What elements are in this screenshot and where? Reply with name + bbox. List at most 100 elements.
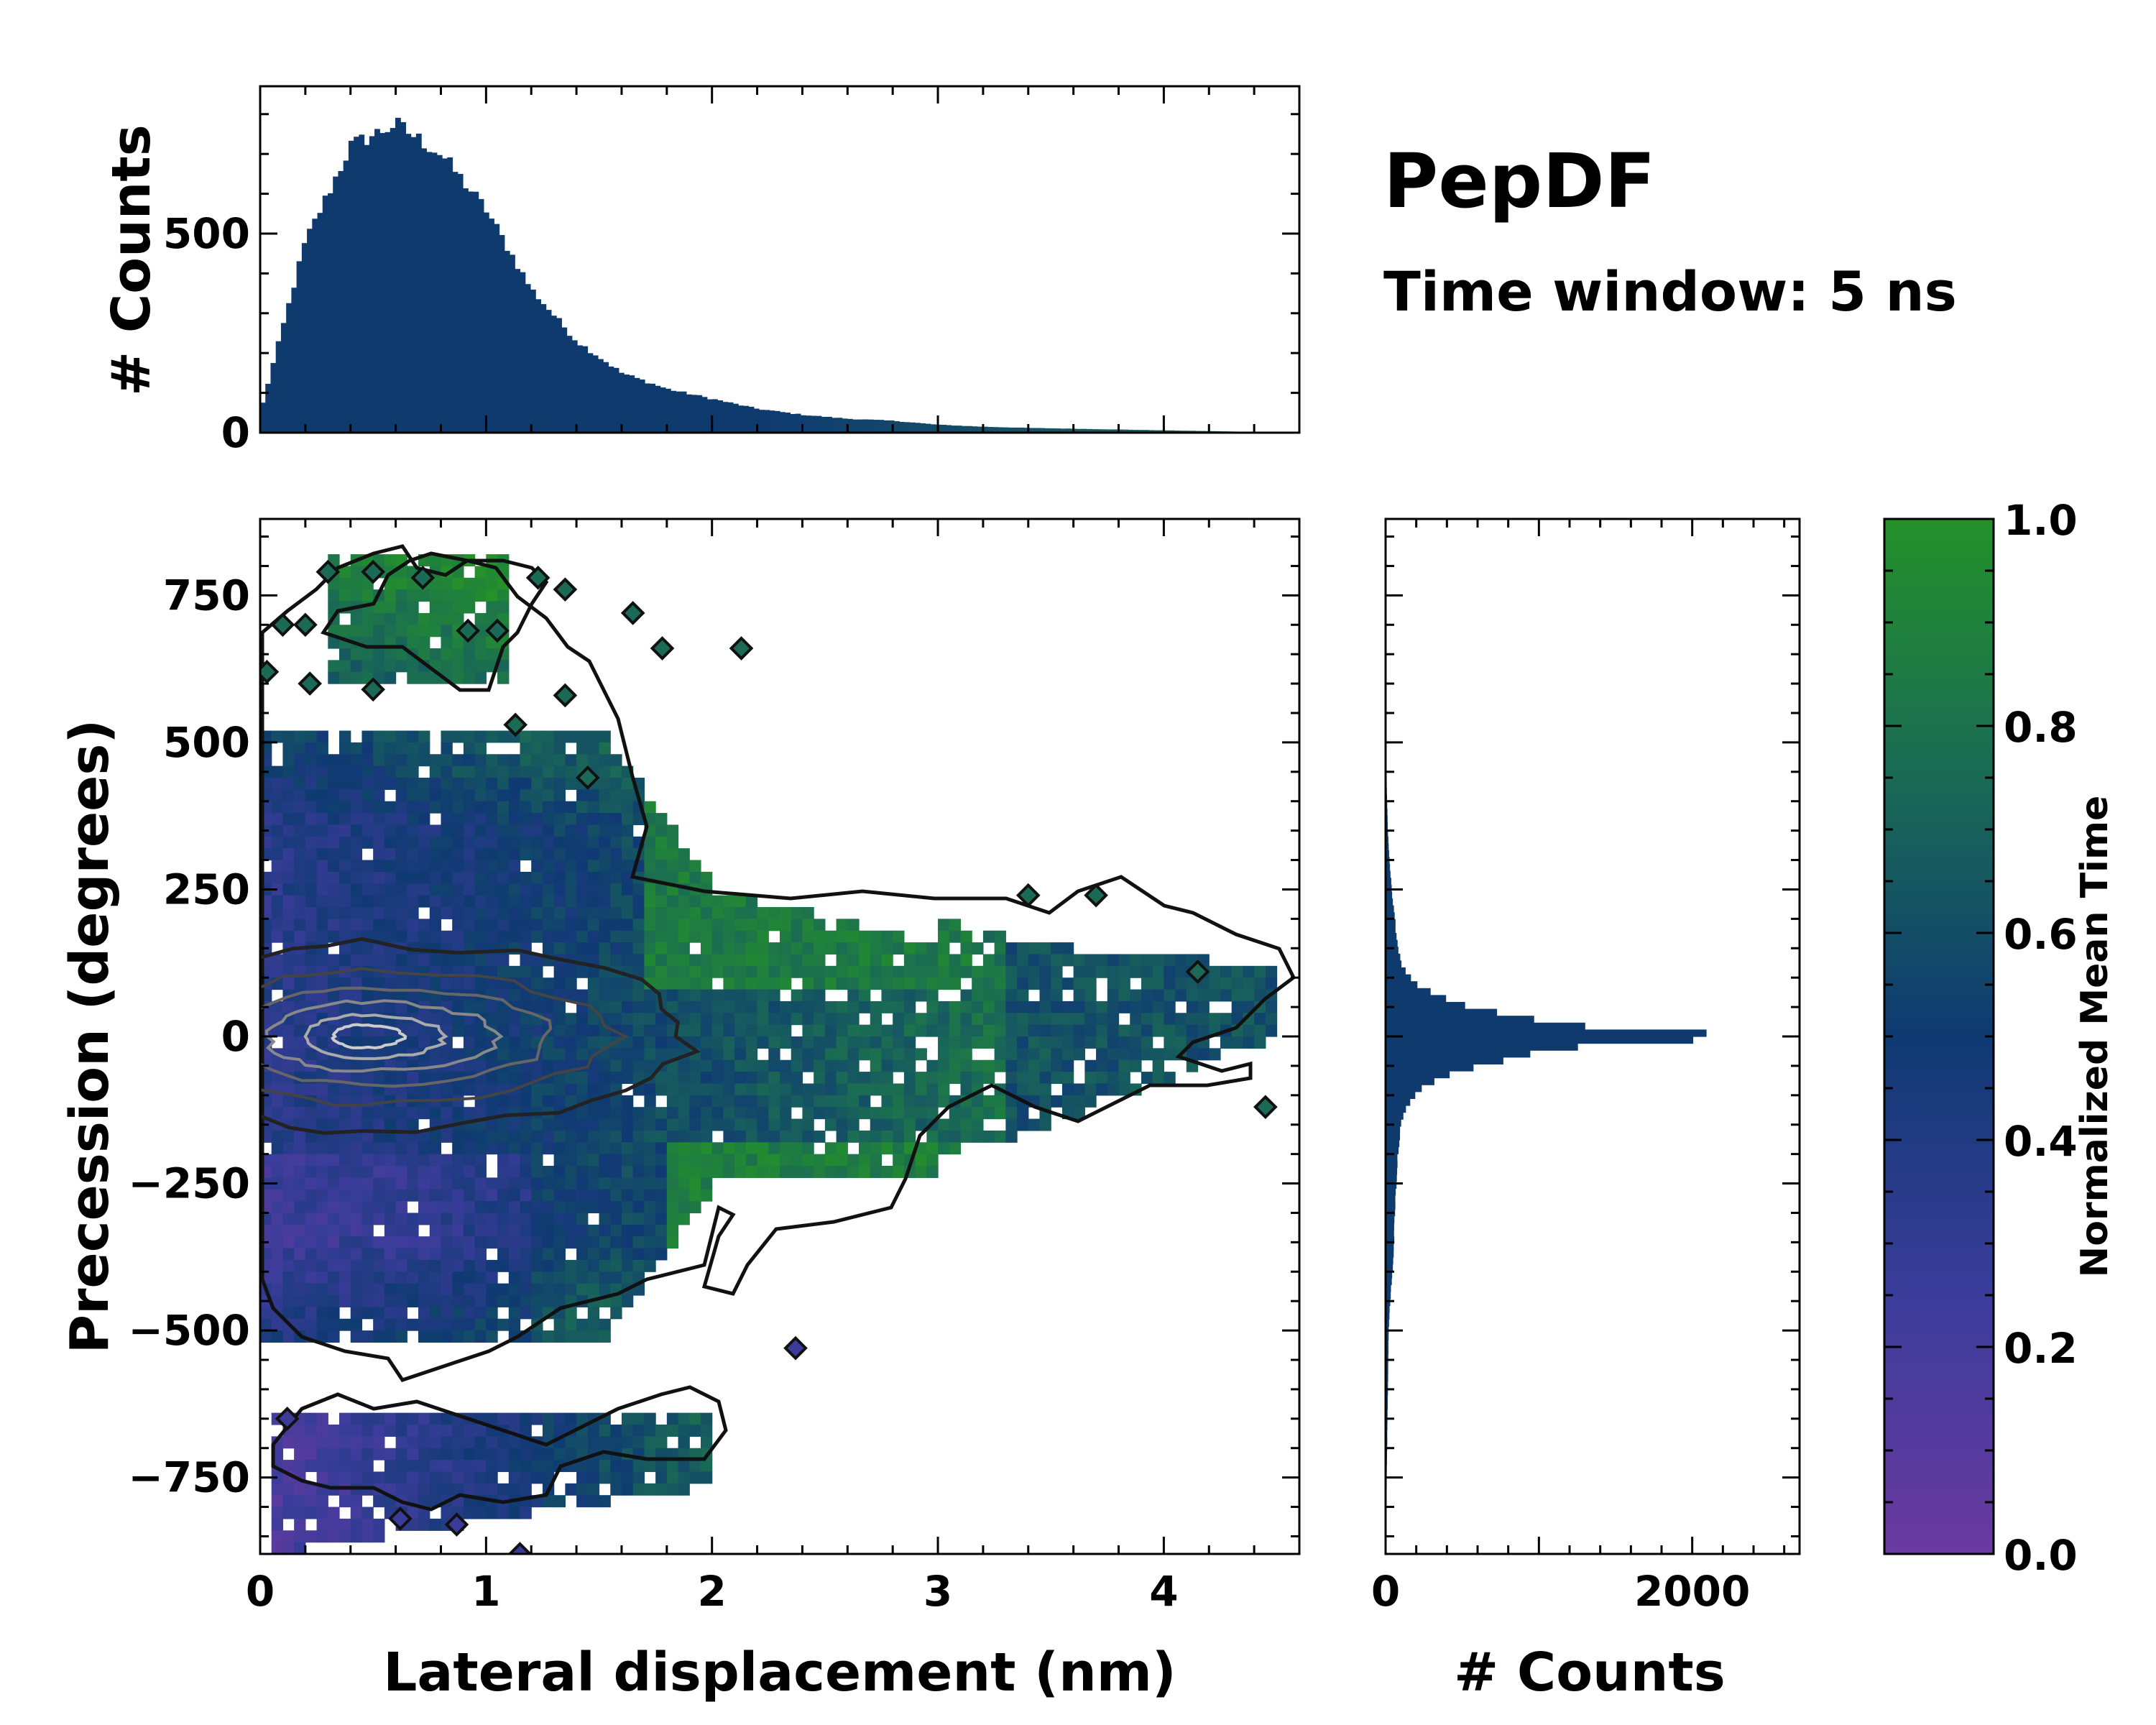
heatmap-cell bbox=[689, 930, 701, 943]
heatmap-cell bbox=[689, 1024, 701, 1037]
heatmap-cell bbox=[361, 989, 374, 1002]
heatmap-cell bbox=[610, 1295, 622, 1307]
heatmap-cell bbox=[960, 1118, 972, 1131]
heatmap-cell bbox=[350, 671, 363, 684]
heatmap-cell bbox=[294, 1236, 306, 1249]
heatmap-cell bbox=[395, 754, 407, 767]
heatmap-cell bbox=[463, 836, 476, 849]
heatmap-cell bbox=[644, 1000, 656, 1013]
top-histogram-bar bbox=[447, 157, 453, 433]
heatmap-cell bbox=[474, 1189, 487, 1202]
heatmap-cell bbox=[587, 1224, 600, 1237]
heatmap-cell bbox=[666, 1483, 679, 1496]
heatmap-cell bbox=[486, 754, 498, 767]
heatmap-outer-contour bbox=[260, 544, 1296, 1382]
heatmap-cell bbox=[565, 1283, 577, 1296]
heatmap-cell bbox=[1118, 1000, 1130, 1013]
heatmap-cell bbox=[666, 1118, 679, 1131]
heatmap-cell bbox=[350, 1213, 363, 1225]
heatmap-cell bbox=[520, 1095, 532, 1108]
heatmap-cell bbox=[1254, 978, 1266, 990]
heatmap-cell bbox=[328, 871, 340, 884]
heatmap-cell bbox=[407, 754, 419, 767]
heatmap-cell bbox=[960, 1013, 972, 1026]
top-histogram-bar bbox=[566, 336, 573, 433]
heatmap-cell bbox=[520, 836, 532, 849]
heatmap-cell bbox=[373, 1259, 385, 1272]
top-histogram-bar bbox=[743, 405, 750, 433]
heatmap-cell bbox=[576, 754, 589, 767]
heatmap-cell bbox=[463, 1330, 476, 1343]
heatmap-cell bbox=[836, 1072, 848, 1085]
right-histogram-bar bbox=[1386, 884, 1392, 892]
heatmap-cell bbox=[474, 1483, 487, 1496]
heatmap-cell bbox=[384, 1425, 397, 1437]
heatmap-cell bbox=[632, 895, 645, 908]
heatmap-cell bbox=[429, 1048, 442, 1061]
heatmap-cell bbox=[339, 577, 351, 590]
heatmap-cell bbox=[384, 1118, 397, 1131]
heatmap-cell bbox=[542, 789, 555, 802]
heatmap-cell bbox=[802, 1059, 814, 1072]
heatmap-cell bbox=[418, 895, 430, 908]
heatmap-cell bbox=[463, 1166, 476, 1178]
heatmap-cell bbox=[531, 1412, 543, 1425]
heatmap-cell bbox=[384, 1236, 397, 1249]
heatmap-cell bbox=[407, 1036, 419, 1049]
heatmap-cell bbox=[587, 1201, 600, 1214]
right-histogram-xtick-label: 2000 bbox=[1634, 1567, 1750, 1616]
heatmap-cell bbox=[847, 1059, 860, 1072]
heatmap-cell bbox=[429, 625, 442, 638]
heatmap-cell bbox=[463, 660, 476, 673]
heatmap-cell bbox=[824, 978, 837, 990]
heatmap-cell bbox=[520, 801, 532, 814]
heatmap-cell bbox=[418, 1048, 430, 1061]
heatmap-cell bbox=[644, 1013, 656, 1026]
heatmap-cell bbox=[328, 989, 340, 1002]
heatmap-cell bbox=[938, 919, 950, 932]
heatmap-speck bbox=[361, 677, 386, 702]
heatmap-cell bbox=[294, 1213, 306, 1225]
heatmap-cell bbox=[553, 742, 566, 755]
top-histogram-bar bbox=[478, 198, 484, 433]
heatmap-cell bbox=[531, 895, 543, 908]
right-histogram-bar bbox=[1386, 829, 1388, 837]
heatmap-cell bbox=[915, 1013, 927, 1026]
top-histogram-bar bbox=[722, 402, 729, 433]
heatmap-cell bbox=[350, 648, 363, 661]
heatmap-cell bbox=[305, 1236, 318, 1249]
heatmap-cell bbox=[553, 754, 566, 767]
heatmap-cell bbox=[1039, 978, 1051, 990]
heatmap-cell bbox=[395, 1271, 407, 1284]
heatmap-cell bbox=[486, 871, 498, 884]
top-histogram-bar bbox=[1034, 428, 1041, 433]
top-histogram-bar bbox=[806, 415, 811, 433]
heatmap-cell bbox=[678, 895, 690, 908]
heatmap-cell bbox=[960, 1036, 972, 1049]
heatmap-cell bbox=[395, 1483, 407, 1496]
heatmap-cell bbox=[271, 789, 284, 802]
heatmap-cell bbox=[711, 919, 724, 932]
heatmap-cell bbox=[632, 1000, 645, 1013]
heatmap-cell bbox=[474, 1224, 487, 1237]
heatmap-cell bbox=[316, 860, 328, 873]
heatmap-cell bbox=[814, 978, 826, 990]
heatmap-cell bbox=[802, 1142, 814, 1155]
heatmap-cell bbox=[1073, 978, 1085, 990]
heatmap-cell bbox=[316, 1448, 328, 1460]
heatmap-cell bbox=[587, 978, 600, 990]
heatmap-cell bbox=[339, 954, 351, 967]
heatmap-cell bbox=[418, 1036, 430, 1049]
heatmap-cell bbox=[768, 1059, 780, 1072]
heatmap-cell bbox=[486, 824, 498, 837]
heatmap-cell bbox=[565, 871, 577, 884]
heatmap-cell bbox=[666, 1201, 679, 1214]
heatmap-cell bbox=[429, 954, 442, 967]
heatmap-cell bbox=[610, 1013, 622, 1026]
top-histogram-bar bbox=[946, 425, 952, 433]
heatmap-cell bbox=[814, 1107, 826, 1120]
heatmap-cell bbox=[859, 1072, 871, 1085]
right-histogram-bar bbox=[1386, 1050, 1531, 1058]
top-histogram-bar bbox=[1086, 428, 1092, 433]
heatmap-cell bbox=[339, 566, 351, 579]
